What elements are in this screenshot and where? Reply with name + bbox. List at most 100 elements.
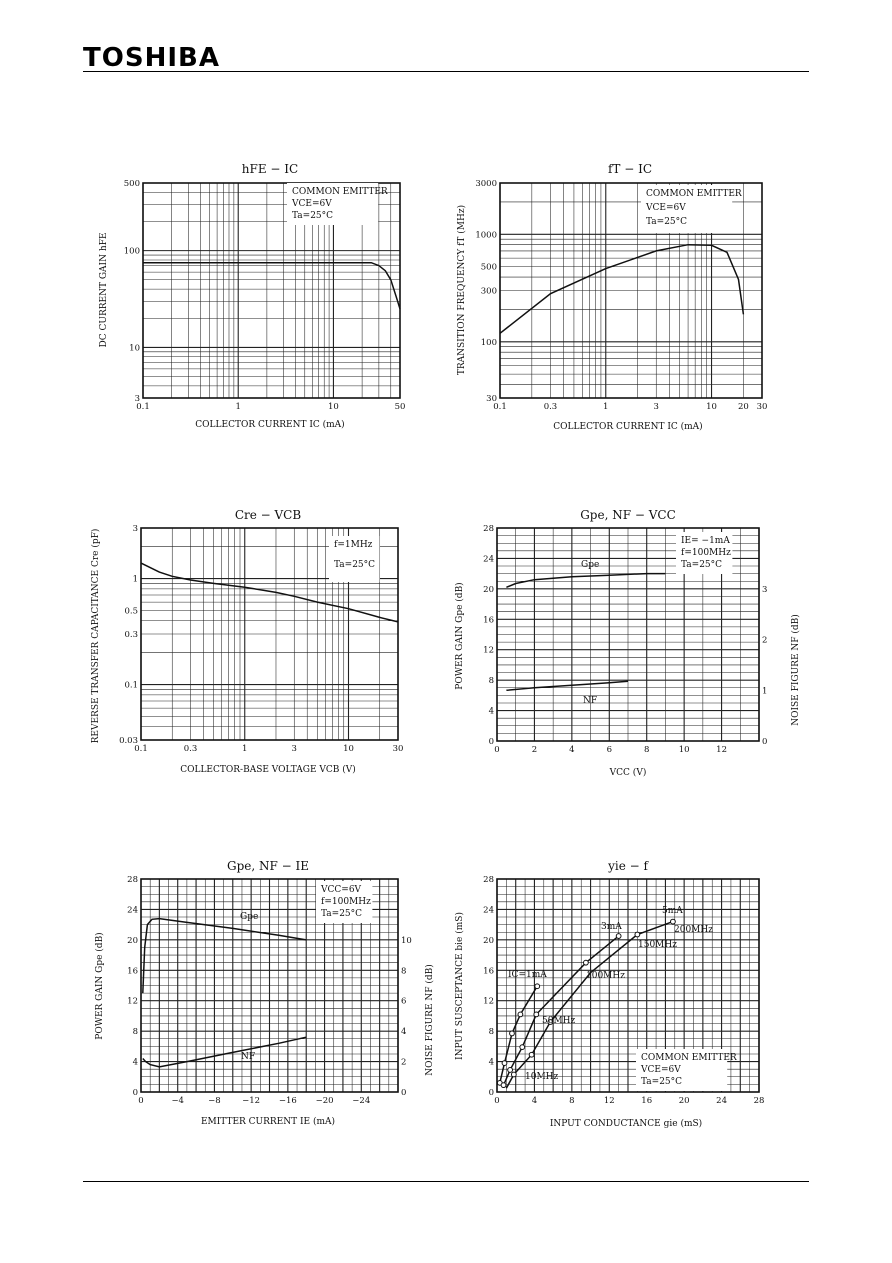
y-tick-label: 20: [483, 585, 494, 595]
legend-entry: VCE=6V: [645, 203, 686, 213]
plot-frame: [496, 878, 760, 1093]
y2-tick-label: 0: [762, 737, 767, 747]
legend-entry: VCC=6V: [320, 885, 362, 895]
legend-entry: Ta=25°C: [681, 560, 722, 570]
data-point: [670, 918, 676, 925]
series-line-gpe: [506, 572, 666, 588]
x-tick-label: 28: [754, 1096, 765, 1106]
y-tick-label: 30: [486, 394, 497, 404]
annotation-label: 200MHz: [674, 925, 713, 935]
legend: COMMON EMITTER VCE=6V Ta=25°C: [636, 1049, 737, 1091]
y2-tick-label: 1: [762, 686, 767, 696]
legend-entry: f=100MHz: [321, 897, 371, 907]
legend-entry: f=100MHz: [681, 548, 731, 558]
x-tick-label: 1: [242, 744, 247, 754]
data-point: [528, 1051, 535, 1058]
x-tick-label: 2: [532, 745, 537, 755]
chart-title: yie − f: [607, 859, 649, 873]
y-tick-label: 0.3: [124, 630, 138, 640]
legend: VCC=6V f=100MHz Ta=25°C: [316, 881, 373, 923]
legend-background: [329, 536, 380, 582]
y-tick-label: 300: [481, 287, 497, 297]
y-axis-label: POWER GAIN Gpe (dB): [454, 582, 465, 689]
legend-entry: IE= −1mA: [681, 536, 730, 546]
x-tick-label: 0.1: [134, 744, 148, 754]
x-tick-label: 0.1: [493, 402, 507, 412]
plot-frame: [142, 182, 401, 399]
series-line-gpe: [142, 917, 307, 994]
series-label: Gpe: [581, 560, 599, 570]
y-tick-label: 3: [133, 524, 138, 534]
legend: f=1MHz Ta=25°C: [329, 536, 380, 582]
y-tick-label: 500: [124, 179, 140, 189]
y-tick-label: 20: [127, 936, 138, 946]
y-axis-label: DC CURRENT GAIN hFE: [99, 233, 109, 348]
x-tick-label: 50: [395, 402, 406, 412]
x-tick-label: 8: [569, 1096, 574, 1106]
y-tick-label: 16: [483, 966, 494, 976]
x-tick-label: −24: [352, 1096, 370, 1106]
x-tick-label: 0.1: [136, 402, 150, 412]
x-tick-label: 12: [604, 1096, 615, 1106]
x-tick-label: 6: [607, 745, 612, 755]
x-tick-label: −12: [242, 1096, 260, 1106]
y-tick-label: 3: [135, 394, 140, 404]
y-axis-label: INPUT SUSCEPTANCE bie (mS): [454, 912, 465, 1060]
series-line-nf: [142, 1036, 307, 1068]
y2-tick-label: 4: [401, 1027, 406, 1037]
chart-ft-ic: COMMON EMITTER VCE=6V Ta=25°C 0.1 0.3 1 3 10 20 3…: [456, 162, 767, 432]
x-tick-label: 4: [532, 1096, 537, 1106]
chart-title: fT − IC: [608, 162, 652, 176]
chart-title: Cre − VCB: [235, 508, 302, 522]
data-point: [547, 1019, 554, 1025]
legend-entry: f=1MHz: [334, 540, 373, 550]
legend-entry: Ta=25°C: [321, 909, 362, 919]
legend-entry: COMMON EMITTER: [292, 187, 388, 197]
plot-frame: [499, 182, 763, 399]
legend-entry: COMMON EMITTER: [641, 1053, 737, 1063]
y2-tick-label: 6: [401, 997, 406, 1007]
x-tick-label: −20: [316, 1096, 334, 1106]
y-tick-label: 0: [489, 737, 494, 747]
y-tick-label: 8: [489, 676, 494, 686]
chart-title: Gpe, NF − VCC: [580, 508, 676, 522]
y-tick-label: 28: [483, 524, 494, 534]
data-point: [507, 1067, 514, 1073]
x-tick-label: 10: [343, 744, 354, 754]
series-label: NF: [241, 1052, 255, 1062]
series-line-nf: [506, 680, 629, 692]
legend-entry: Ta=25°C: [334, 560, 375, 570]
data-point: [519, 1044, 526, 1051]
y-tick-label: 100: [481, 338, 497, 348]
legend: IE= −1mA f=100MHz Ta=25°C: [676, 532, 733, 574]
x-tick-label: 0.3: [184, 744, 198, 754]
x-tick-label: 30: [757, 402, 768, 412]
y-axis-label: TRANSITION FREQUENCY fT (MHz): [456, 205, 467, 375]
y-tick-label: 28: [127, 875, 138, 885]
chart-title: Gpe, NF − IE: [227, 859, 309, 873]
legend-background: [641, 185, 733, 233]
y-tick-label: 0.5: [124, 606, 138, 616]
x-tick-label: 12: [716, 745, 727, 755]
y-tick-label: 4: [489, 1058, 494, 1068]
y-tick-label: 10: [129, 343, 140, 353]
legend-background: [287, 183, 379, 225]
series-line-3ma: [502, 935, 620, 1086]
brand-logo-text: TOSHIBA: [83, 43, 220, 73]
annotation-label: 100MHz: [586, 971, 625, 981]
x-axis-label: INPUT CONDUCTANCE gie (mS): [550, 1118, 702, 1129]
x-tick-label: 8: [644, 745, 649, 755]
y2-tick-label: 0: [401, 1088, 406, 1098]
y-tick-label: 500: [481, 263, 497, 273]
y2-tick-label: 3: [762, 585, 767, 595]
data-point: [517, 1011, 524, 1018]
y-tick-label: 12: [483, 646, 494, 656]
plot-frame: [496, 527, 760, 742]
x-tick-label: 0: [494, 1096, 499, 1106]
annotation-label: 50MHz: [542, 1016, 576, 1026]
data-point: [509, 1030, 515, 1037]
annotation-label: 10MHz: [525, 1072, 559, 1082]
y-tick-label: 24: [127, 905, 138, 915]
